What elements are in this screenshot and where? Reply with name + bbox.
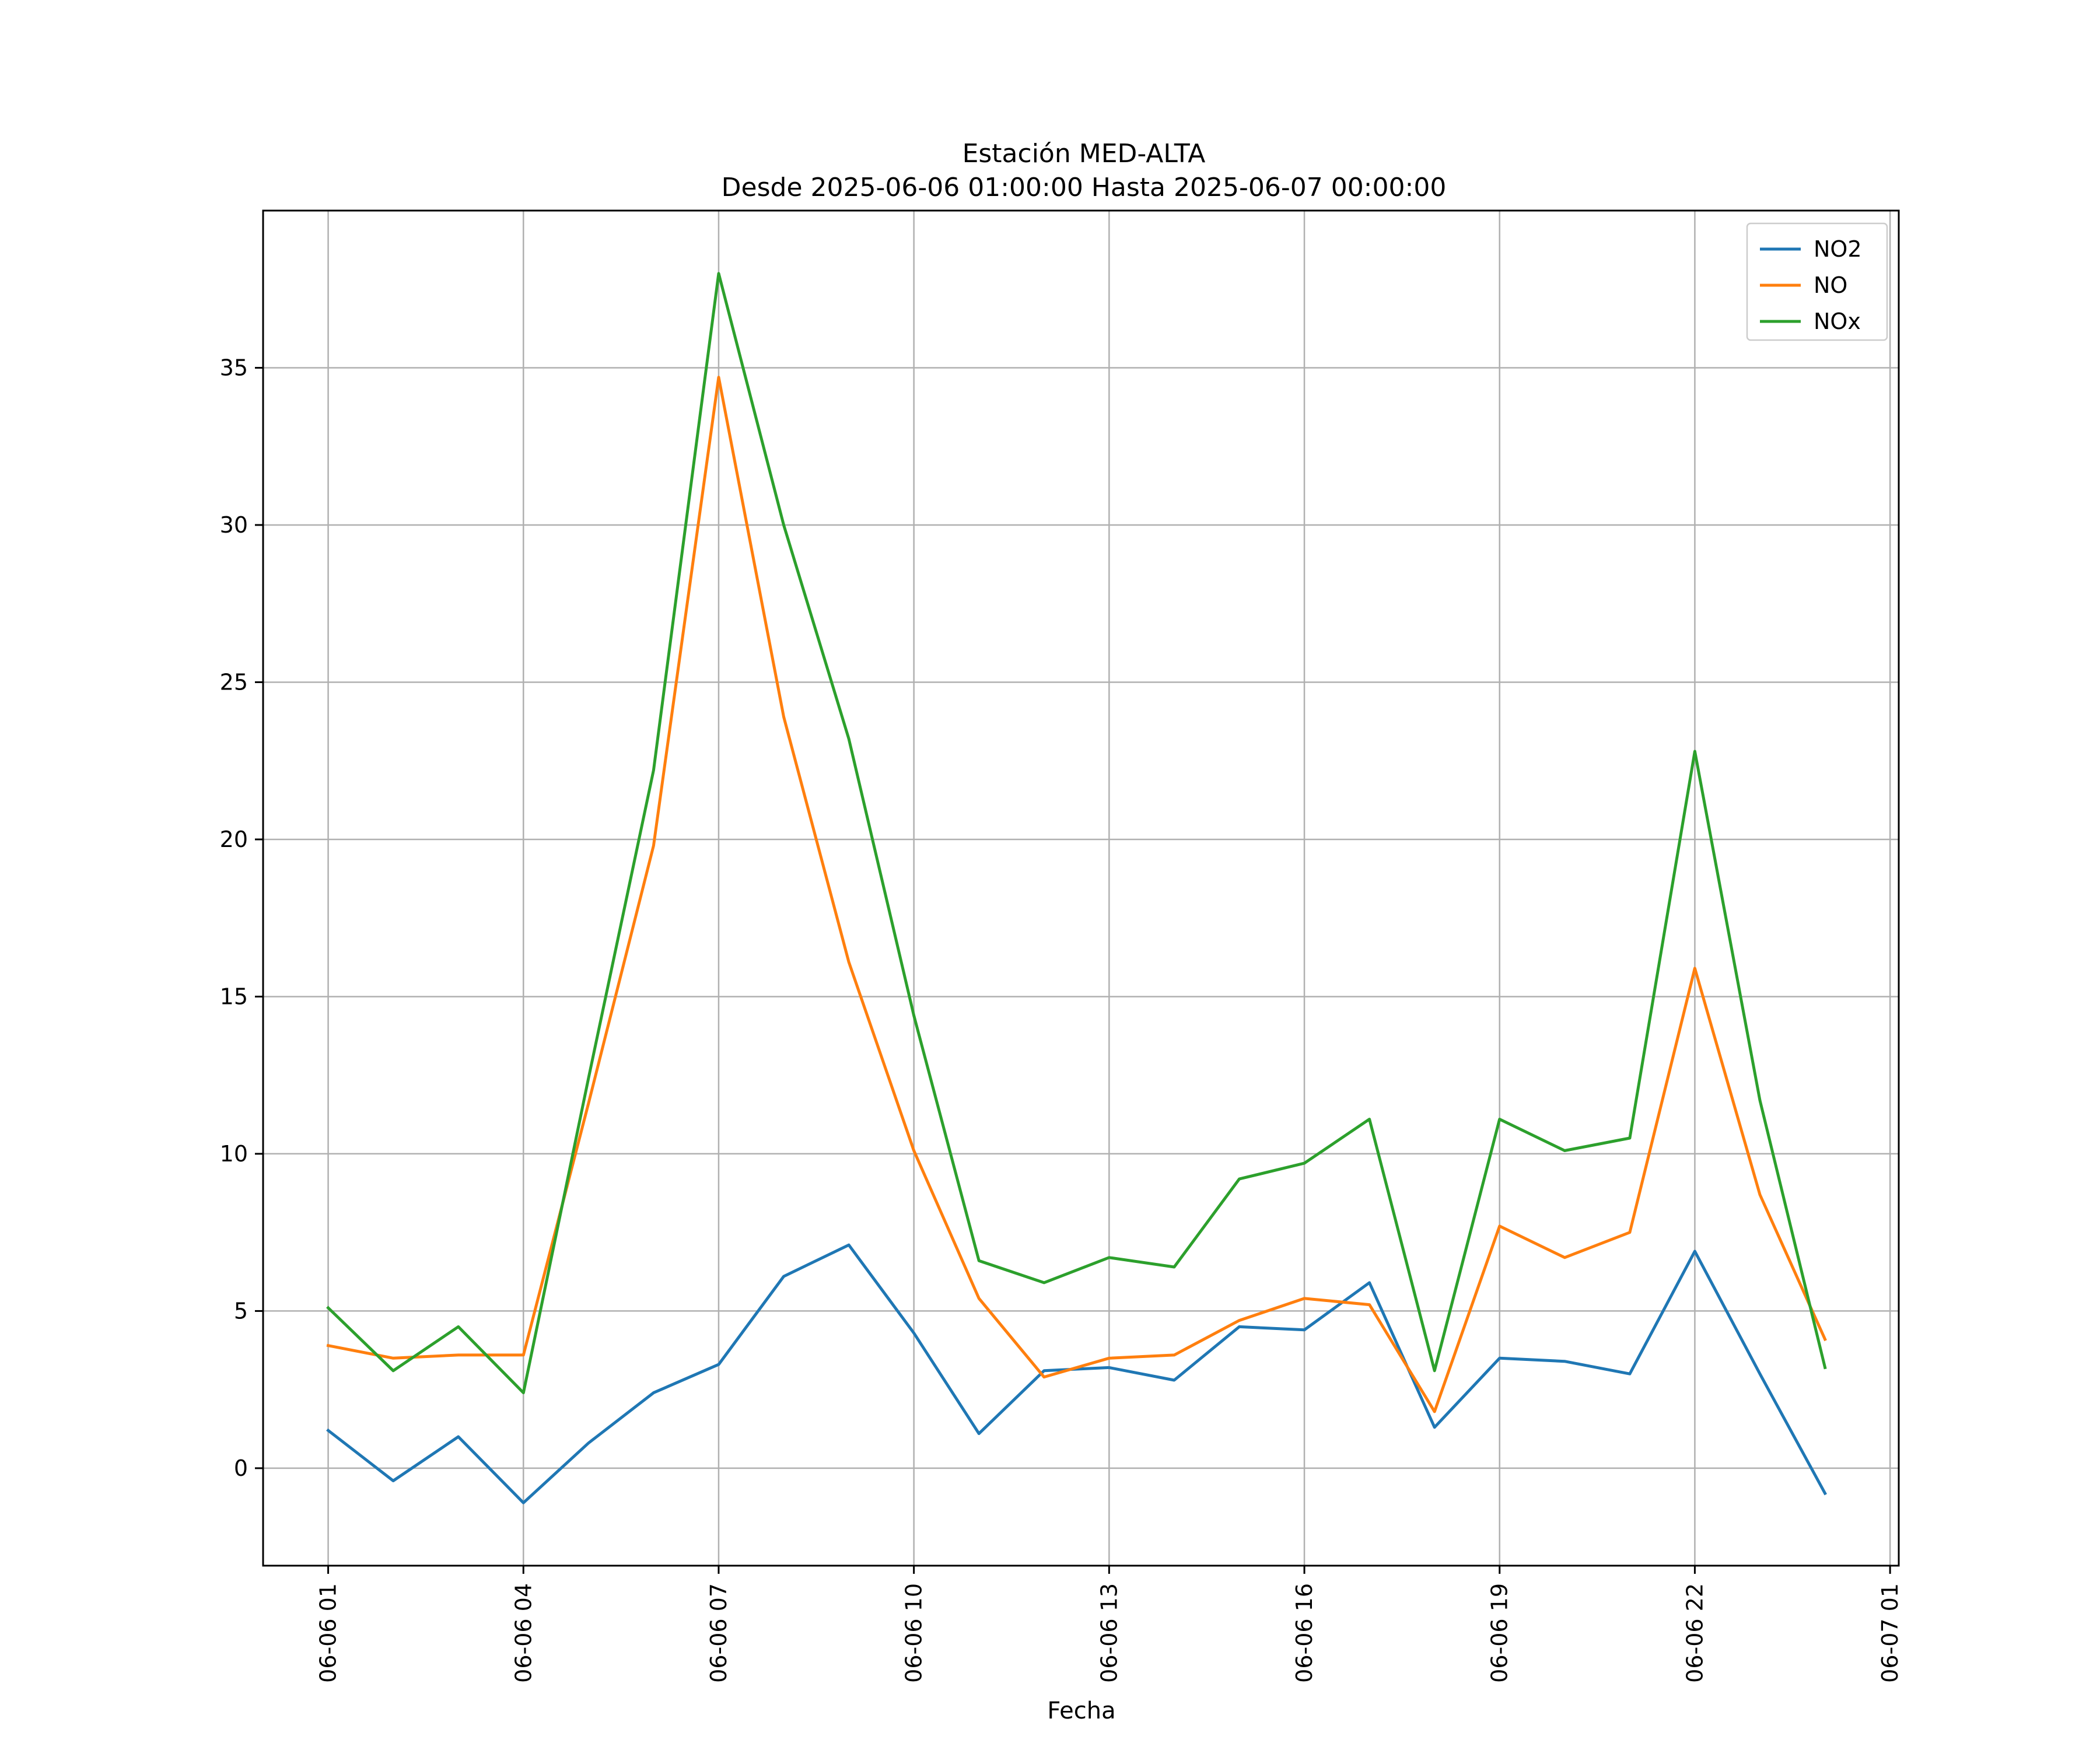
- legend-label-nox: NOx: [1814, 309, 1861, 334]
- y-tick-label: 5: [234, 1298, 248, 1324]
- y-tick-label: 20: [220, 827, 248, 852]
- y-tick-label: 35: [220, 355, 248, 380]
- y-tick-label: 30: [220, 512, 248, 538]
- legend: NO2 NO NOx: [1746, 222, 1888, 341]
- y-tick-label: 25: [220, 669, 248, 695]
- series-line-no2: [326, 1243, 1827, 1504]
- plot-area-frame: [262, 209, 1900, 1567]
- y-tick-label: 10: [220, 1141, 248, 1167]
- series-lines: [326, 272, 1827, 1504]
- chart-title: Estación MED-ALTA: [963, 139, 1206, 169]
- x-tick-label: 06-07 01: [1877, 1583, 1903, 1683]
- legend-label-no: NO: [1814, 272, 1847, 298]
- y-tick-label: 0: [234, 1455, 248, 1481]
- x-tick-label: 06-06 22: [1682, 1583, 1707, 1683]
- grid-lines: [263, 211, 1899, 1566]
- y-axis-ticks: 0 5 10 15 20 25 30 35: [220, 355, 263, 1481]
- x-axis-ticks: 06-06 01 06-06 04 06-06 07 06-06 10 06-06 13…: [316, 1566, 1903, 1683]
- x-tick-label: 06-06 10: [901, 1583, 927, 1683]
- series-line-nox: [326, 272, 1827, 1395]
- x-tick-label: 06-06 19: [1487, 1583, 1513, 1683]
- series-line-no: [326, 376, 1827, 1413]
- x-tick-label: 06-06 04: [510, 1583, 536, 1683]
- x-axis-label: Fecha: [1047, 1698, 1115, 1724]
- y-tick-label: 15: [220, 984, 248, 1009]
- x-tick-label: 06-06 01: [316, 1583, 341, 1683]
- legend-box: [1746, 222, 1888, 341]
- x-tick-label: 06-06 13: [1096, 1583, 1122, 1683]
- x-tick-label: 06-06 16: [1292, 1583, 1317, 1683]
- chart-subtitle: Desde 2025-06-06 01:00:00 Hasta 2025-06-…: [722, 173, 1447, 202]
- x-tick-label: 06-06 07: [706, 1583, 732, 1683]
- legend-label-no2: NO2: [1814, 236, 1862, 262]
